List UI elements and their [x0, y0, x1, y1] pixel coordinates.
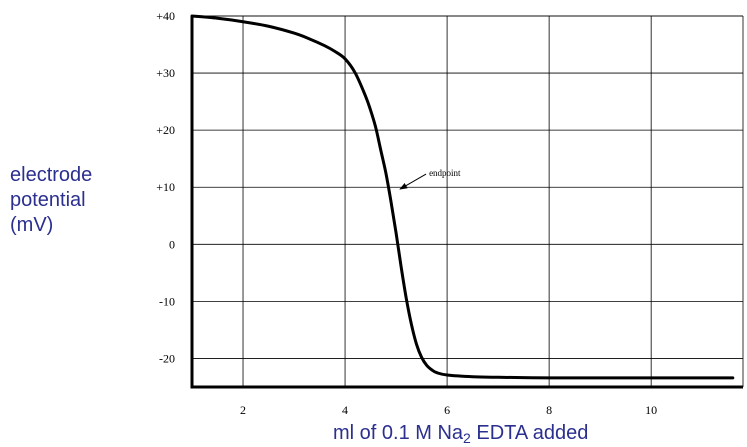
x-tick-label-2: 6 [444, 403, 450, 417]
series-layer [190, 14, 735, 380]
y-tick-label-4: 0 [169, 237, 175, 251]
x-tick-label-1: 4 [342, 403, 348, 417]
y-tick-label-5: -10 [159, 294, 175, 308]
y-tick-label-1: +30 [156, 66, 175, 80]
tick-labels: 2 4 6 8 10 +40 +30 +20 +10 0 -10 -20 [156, 9, 657, 417]
x-axis-label-main: ml of 0.1 M Na [333, 422, 464, 444]
y-tick-label-2: +20 [156, 123, 175, 137]
x-tick-label-3: 8 [546, 403, 552, 417]
y-tick-label-0: +40 [156, 9, 175, 23]
x-axis-label: ml of 0.1 M Na2 EDTA added [333, 422, 588, 446]
y-axis-label-line-2: potential [10, 189, 86, 211]
y-tick-label-6: -20 [159, 351, 175, 365]
y-axis-label-line-3: (mV) [10, 214, 54, 236]
x-axis-label-subscript: 2 [463, 430, 471, 446]
y-axis-label-line-1: electrode [10, 164, 93, 186]
y-tick-label-3: +10 [156, 180, 175, 194]
annotations: endpoint [399, 168, 461, 190]
x-tick-label-0: 2 [240, 403, 246, 417]
series-line-0 [190, 14, 735, 380]
annotation-arrow-0 [399, 173, 427, 190]
x-tick-label-4: 10 [645, 403, 657, 417]
axes [190, 15, 744, 389]
grid-lines [192, 15, 743, 387]
x-axis-label-suffix: EDTA added [470, 422, 589, 444]
annotation-label-0: endpoint [429, 168, 461, 178]
